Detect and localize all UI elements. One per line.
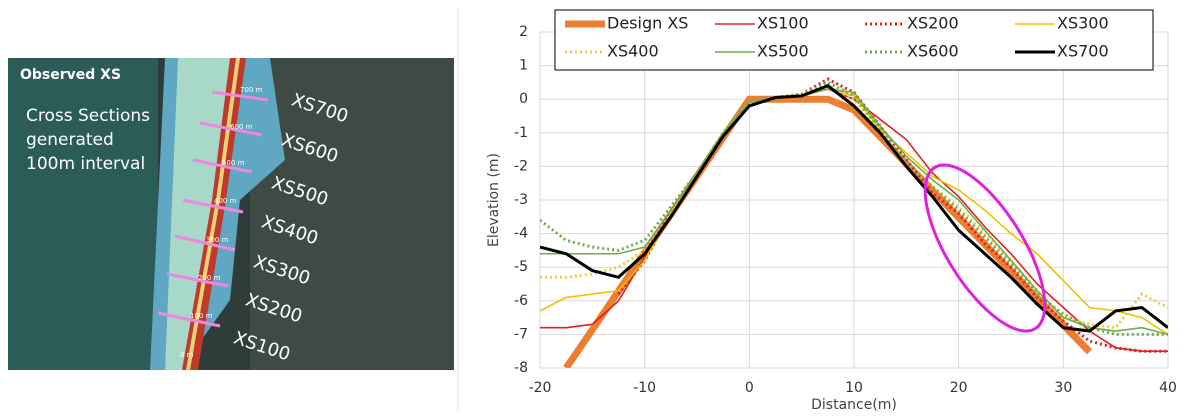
crest-line <box>186 58 240 370</box>
highlight-ellipse <box>923 163 1047 333</box>
legend-label: XS400 <box>607 42 659 61</box>
legend-label: XS200 <box>907 14 959 33</box>
distance-label: 300 m <box>206 236 229 244</box>
beach-zone <box>165 58 238 370</box>
series-line <box>540 88 1168 336</box>
y-tick-label: -6 <box>514 293 528 309</box>
y-tick-label: -3 <box>514 192 528 208</box>
y-tick-label: -8 <box>514 360 528 376</box>
xs-line <box>211 90 269 102</box>
x-tick-label: 30 <box>1054 380 1072 396</box>
legend-label: Design XS <box>607 14 688 33</box>
distance-label: 500 m <box>222 159 245 167</box>
distance-label: 400 m <box>214 197 237 205</box>
legend-label: XS500 <box>757 42 809 61</box>
distance-labels: 700 m 600 m 500 m 400 m 300 m 200 m 100 m 0 m <box>180 86 263 359</box>
x-tick-label: -10 <box>633 380 656 396</box>
series-line <box>540 84 1168 333</box>
legend-box <box>554 9 1154 71</box>
cross-section-lines <box>157 90 269 328</box>
legend-label: XS600 <box>907 42 959 61</box>
aerial-image: Observed XS Cross Sections generated 100… <box>8 58 454 370</box>
xs-line <box>157 311 221 328</box>
y-tick-label: -7 <box>514 326 528 342</box>
y-tick-label: -2 <box>514 158 528 174</box>
distance-label: 0 m <box>180 351 194 359</box>
distance-label: 200 m <box>198 274 221 282</box>
xs-line <box>192 158 253 174</box>
xs-line <box>174 234 236 252</box>
image-description: 100m interval <box>26 154 145 174</box>
y-tick-label: -5 <box>514 259 528 275</box>
distance-label: 700 m <box>240 86 263 94</box>
image-title: Observed XS <box>20 67 121 83</box>
y-axis-title: Elevation (m) <box>486 153 502 247</box>
xs-line <box>182 198 244 214</box>
xs-line <box>166 272 229 288</box>
y-tick-label: 2 <box>519 24 528 40</box>
land-area <box>250 58 454 370</box>
legend-label: XS100 <box>757 14 809 33</box>
distance-label: 100 m <box>190 312 213 320</box>
sea-area <box>8 58 158 370</box>
x-tick-label: 40 <box>1159 380 1177 396</box>
y-tick-label: -4 <box>514 226 528 242</box>
x-tick-label: -20 <box>529 380 552 396</box>
legend-label: XS300 <box>1057 14 1109 33</box>
x-tick-label: 0 <box>745 380 754 396</box>
distance-label: 600 m <box>230 123 253 131</box>
image-description: Cross Sections <box>26 106 150 126</box>
x-axis-title: Distance(m) <box>811 397 897 413</box>
series-line <box>540 88 1168 336</box>
x-tick-label: 20 <box>950 380 968 396</box>
y-tick-label: 0 <box>519 91 528 107</box>
y-tick-label: -1 <box>514 125 528 141</box>
legend-label: XS700 <box>1057 42 1109 61</box>
y-tick-label: 1 <box>519 58 528 74</box>
xs-line <box>199 121 263 137</box>
image-description: generated <box>26 130 114 150</box>
x-tick-label: 10 <box>845 380 863 396</box>
